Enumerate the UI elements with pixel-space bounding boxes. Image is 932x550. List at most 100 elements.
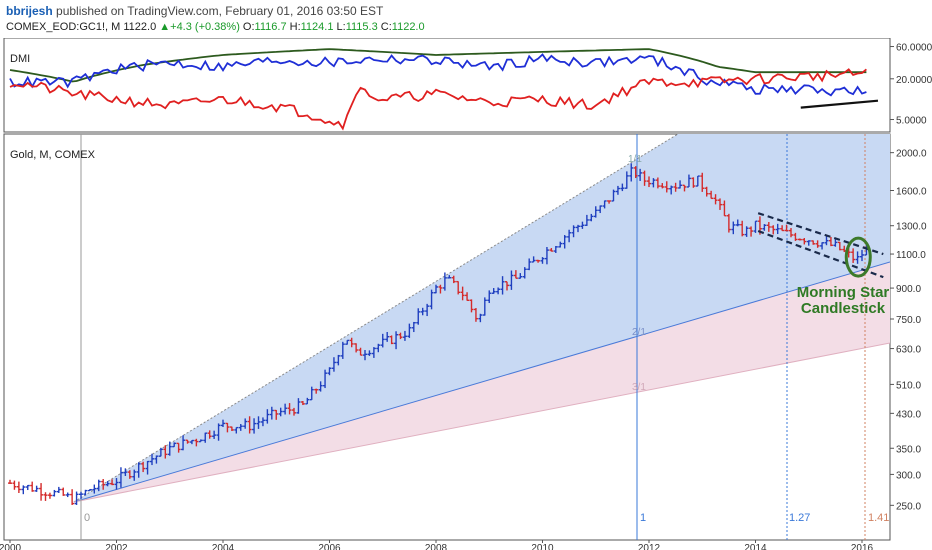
symbol-label: COMEX_EOD:GC1!, M [6, 21, 121, 33]
fan-line-1-1 [73, 133, 679, 503]
gann-fan [73, 133, 891, 503]
price-bar [252, 418, 257, 434]
price-bar [358, 347, 363, 356]
price-bar [274, 409, 279, 420]
price-bar [30, 481, 35, 492]
publish-info: bbrijesh published on TradingView.com, F… [6, 4, 383, 18]
price-bar [735, 219, 740, 227]
price-bar [52, 489, 57, 497]
price-bar [189, 439, 194, 445]
chart-header: bbrijesh published on TradingView.com, F… [0, 0, 932, 38]
price-bar [722, 200, 727, 217]
x-tick-label: 2000 [0, 543, 22, 550]
trend-channel-drawings [757, 212, 884, 279]
price-bar [536, 259, 541, 263]
price-bar [709, 190, 714, 200]
price-bar [531, 256, 536, 263]
price-bar [553, 245, 558, 254]
price-bar [673, 182, 678, 192]
dmi-minus-di-line [9, 68, 867, 131]
author-link[interactable]: bbrijesh [6, 4, 53, 18]
price-bar [260, 417, 265, 427]
price-bar [83, 489, 88, 496]
price-bar [851, 248, 856, 263]
price-bar [438, 284, 443, 294]
price-bar [682, 184, 687, 192]
price-bar [611, 189, 616, 202]
price-bar [602, 200, 607, 209]
price-bar [593, 206, 598, 218]
price-bar [92, 484, 97, 494]
price-bar [105, 481, 110, 487]
price-bar [65, 492, 70, 498]
price-bar [753, 220, 758, 233]
price-bar [331, 357, 336, 372]
price-bar [56, 486, 61, 493]
annotation-morning-star: Morning Star [797, 284, 890, 301]
price-bar [797, 238, 802, 241]
price-bar [163, 445, 168, 459]
price-bar [744, 226, 749, 237]
price-bar [349, 337, 354, 348]
price-bar [238, 424, 243, 431]
price-bar [389, 335, 394, 345]
x-tick-label: 2010 [531, 543, 554, 550]
price-bar [318, 381, 323, 392]
price-bar [802, 237, 807, 245]
price-bar [420, 307, 425, 316]
annotation-candlestick: Candlestick [801, 300, 886, 317]
price-bar [598, 205, 603, 214]
price-bar [584, 214, 589, 226]
price-y-tick-label: 300.0 [896, 470, 921, 481]
price-bar [172, 442, 177, 448]
price-bar [607, 200, 612, 204]
price-bar [513, 270, 518, 279]
price-bar [340, 341, 345, 359]
price-bar [704, 186, 709, 197]
price-bar [544, 246, 549, 265]
fib-time-zones [80, 134, 866, 540]
last-price: 1122.0 [123, 21, 157, 33]
price-bar [110, 479, 115, 486]
fib-label-1-41: 1.41 [868, 512, 889, 524]
price-bar [43, 492, 48, 501]
price-y-tick-label: 750.0 [896, 315, 921, 326]
close-label: C: [380, 21, 392, 33]
price-y-tick-label: 630.0 [896, 345, 921, 356]
price-bar [558, 241, 563, 248]
price-bar [39, 483, 44, 501]
price-bar [385, 331, 390, 342]
publish-date: published on TradingView.com, February 0… [56, 4, 384, 18]
price-bars [8, 163, 869, 505]
price-bar [327, 367, 332, 376]
price-bar [243, 418, 248, 429]
x-tick-label: 2004 [212, 543, 235, 550]
price-bar [47, 492, 52, 499]
price-bar [460, 286, 465, 301]
price-bar [660, 183, 665, 189]
price-bar [234, 426, 239, 434]
dmi-y-tick-label: 20.0000 [896, 75, 932, 86]
price-bar [505, 281, 509, 291]
price-bar [79, 491, 83, 499]
price-bar [522, 267, 527, 279]
fan-upper-zone [73, 134, 890, 502]
price-panel-label: Gold, M, COMEX [10, 149, 96, 161]
price-bar [154, 455, 159, 464]
chart-canvas[interactable]: 60.000020.00005.00002000.01600.01300.011… [0, 38, 932, 550]
price-bar [101, 479, 106, 490]
price-bar [629, 163, 634, 182]
price-bar [8, 479, 12, 484]
fib-label-1: 1 [640, 512, 646, 524]
price-bar [256, 416, 261, 429]
price-bar [314, 388, 319, 394]
price-bar [376, 343, 381, 353]
price-bar [820, 242, 825, 250]
price-bar [225, 422, 230, 433]
price-bar [749, 226, 754, 237]
low-value: 1115.3 [345, 21, 378, 33]
price-bar [16, 481, 21, 494]
price-bar [624, 171, 629, 189]
price-change: +4.3 (+0.38%) [170, 21, 240, 33]
up-triangle-icon: ▲ [159, 21, 171, 33]
